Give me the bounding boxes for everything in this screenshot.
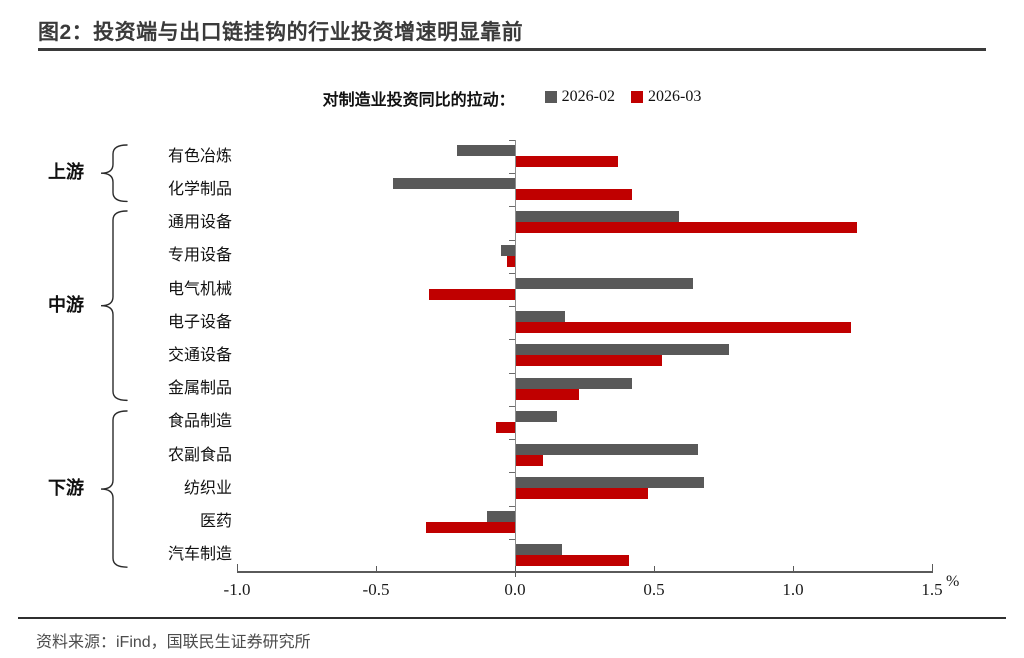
group-label: 中游 — [38, 294, 94, 316]
bar-2026-03 — [515, 455, 543, 466]
group-brace — [100, 144, 128, 203]
x-tick-label: 0.5 — [624, 580, 684, 600]
category-tick — [509, 539, 515, 540]
category-tick — [509, 406, 515, 407]
bar-2026-03 — [496, 422, 515, 433]
zero-axis-line — [515, 140, 516, 572]
source-note: 资料来源：iFind，国联民生证券研究所 — [36, 628, 311, 652]
axis-unit-label: % — [946, 573, 959, 591]
bar-2026-02 — [515, 211, 679, 222]
bar-2026-03 — [515, 322, 851, 333]
bar-2026-03 — [515, 555, 629, 566]
bar-2026-02 — [457, 145, 515, 156]
x-axis-line — [237, 571, 933, 573]
x-tick-label: -1.0 — [207, 580, 267, 600]
bar-2026-02 — [515, 444, 698, 455]
x-axis-tick-below — [515, 572, 516, 577]
bar-2026-02 — [515, 311, 565, 322]
group-brace — [100, 210, 128, 402]
bar-2026-02 — [501, 245, 515, 256]
category-tick — [509, 240, 515, 241]
bar-2026-03 — [515, 222, 857, 233]
bar-2026-03 — [429, 289, 515, 300]
category-tick — [509, 140, 515, 141]
bar-2026-02 — [487, 511, 515, 522]
bar-2026-03 — [515, 189, 632, 200]
x-axis-tick — [237, 564, 238, 572]
category-tick — [509, 373, 515, 374]
bar-2026-02 — [515, 544, 562, 555]
bar-2026-03 — [515, 389, 579, 400]
bar-2026-02 — [515, 411, 557, 422]
category-tick — [509, 173, 515, 174]
x-axis-tick — [793, 566, 794, 572]
category-tick — [509, 439, 515, 440]
bar-chart: 有色冶炼化学制品通用设备专用设备电气机械电子设备交通设备金属制品食品制造农副食品… — [0, 0, 1024, 658]
bar-2026-03 — [507, 256, 515, 267]
bar-2026-03 — [515, 488, 648, 499]
bar-2026-02 — [515, 378, 632, 389]
bar-2026-02 — [515, 344, 729, 355]
group-brace — [100, 410, 128, 569]
category-tick — [509, 339, 515, 340]
x-tick-label: -0.5 — [346, 580, 406, 600]
x-axis-tick — [376, 566, 377, 572]
category-tick — [509, 206, 515, 207]
bar-2026-02 — [515, 477, 704, 488]
bar-2026-02 — [393, 178, 515, 189]
group-label: 下游 — [38, 477, 94, 499]
bar-2026-03 — [426, 522, 515, 533]
x-tick-label: 0.0 — [485, 580, 545, 600]
x-tick-label: 1.0 — [763, 580, 823, 600]
group-label: 上游 — [38, 161, 94, 183]
x-axis-tick — [654, 566, 655, 572]
category-tick — [509, 472, 515, 473]
footer-divider — [18, 617, 1006, 619]
x-axis-tick — [932, 564, 933, 572]
category-tick — [509, 273, 515, 274]
category-tick — [509, 506, 515, 507]
bar-2026-03 — [515, 355, 662, 366]
category-tick — [509, 306, 515, 307]
bar-2026-02 — [515, 278, 693, 289]
bar-2026-03 — [515, 156, 618, 167]
